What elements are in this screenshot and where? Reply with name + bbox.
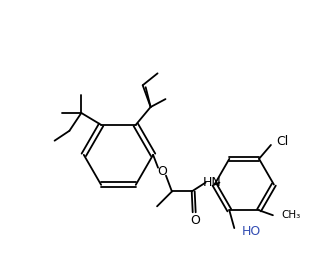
Text: O: O: [191, 214, 200, 227]
Text: O: O: [157, 165, 167, 178]
Text: HO: HO: [242, 225, 261, 237]
Text: CH₃: CH₃: [282, 210, 301, 220]
Text: Cl: Cl: [276, 136, 288, 148]
Text: HN: HN: [203, 176, 222, 189]
